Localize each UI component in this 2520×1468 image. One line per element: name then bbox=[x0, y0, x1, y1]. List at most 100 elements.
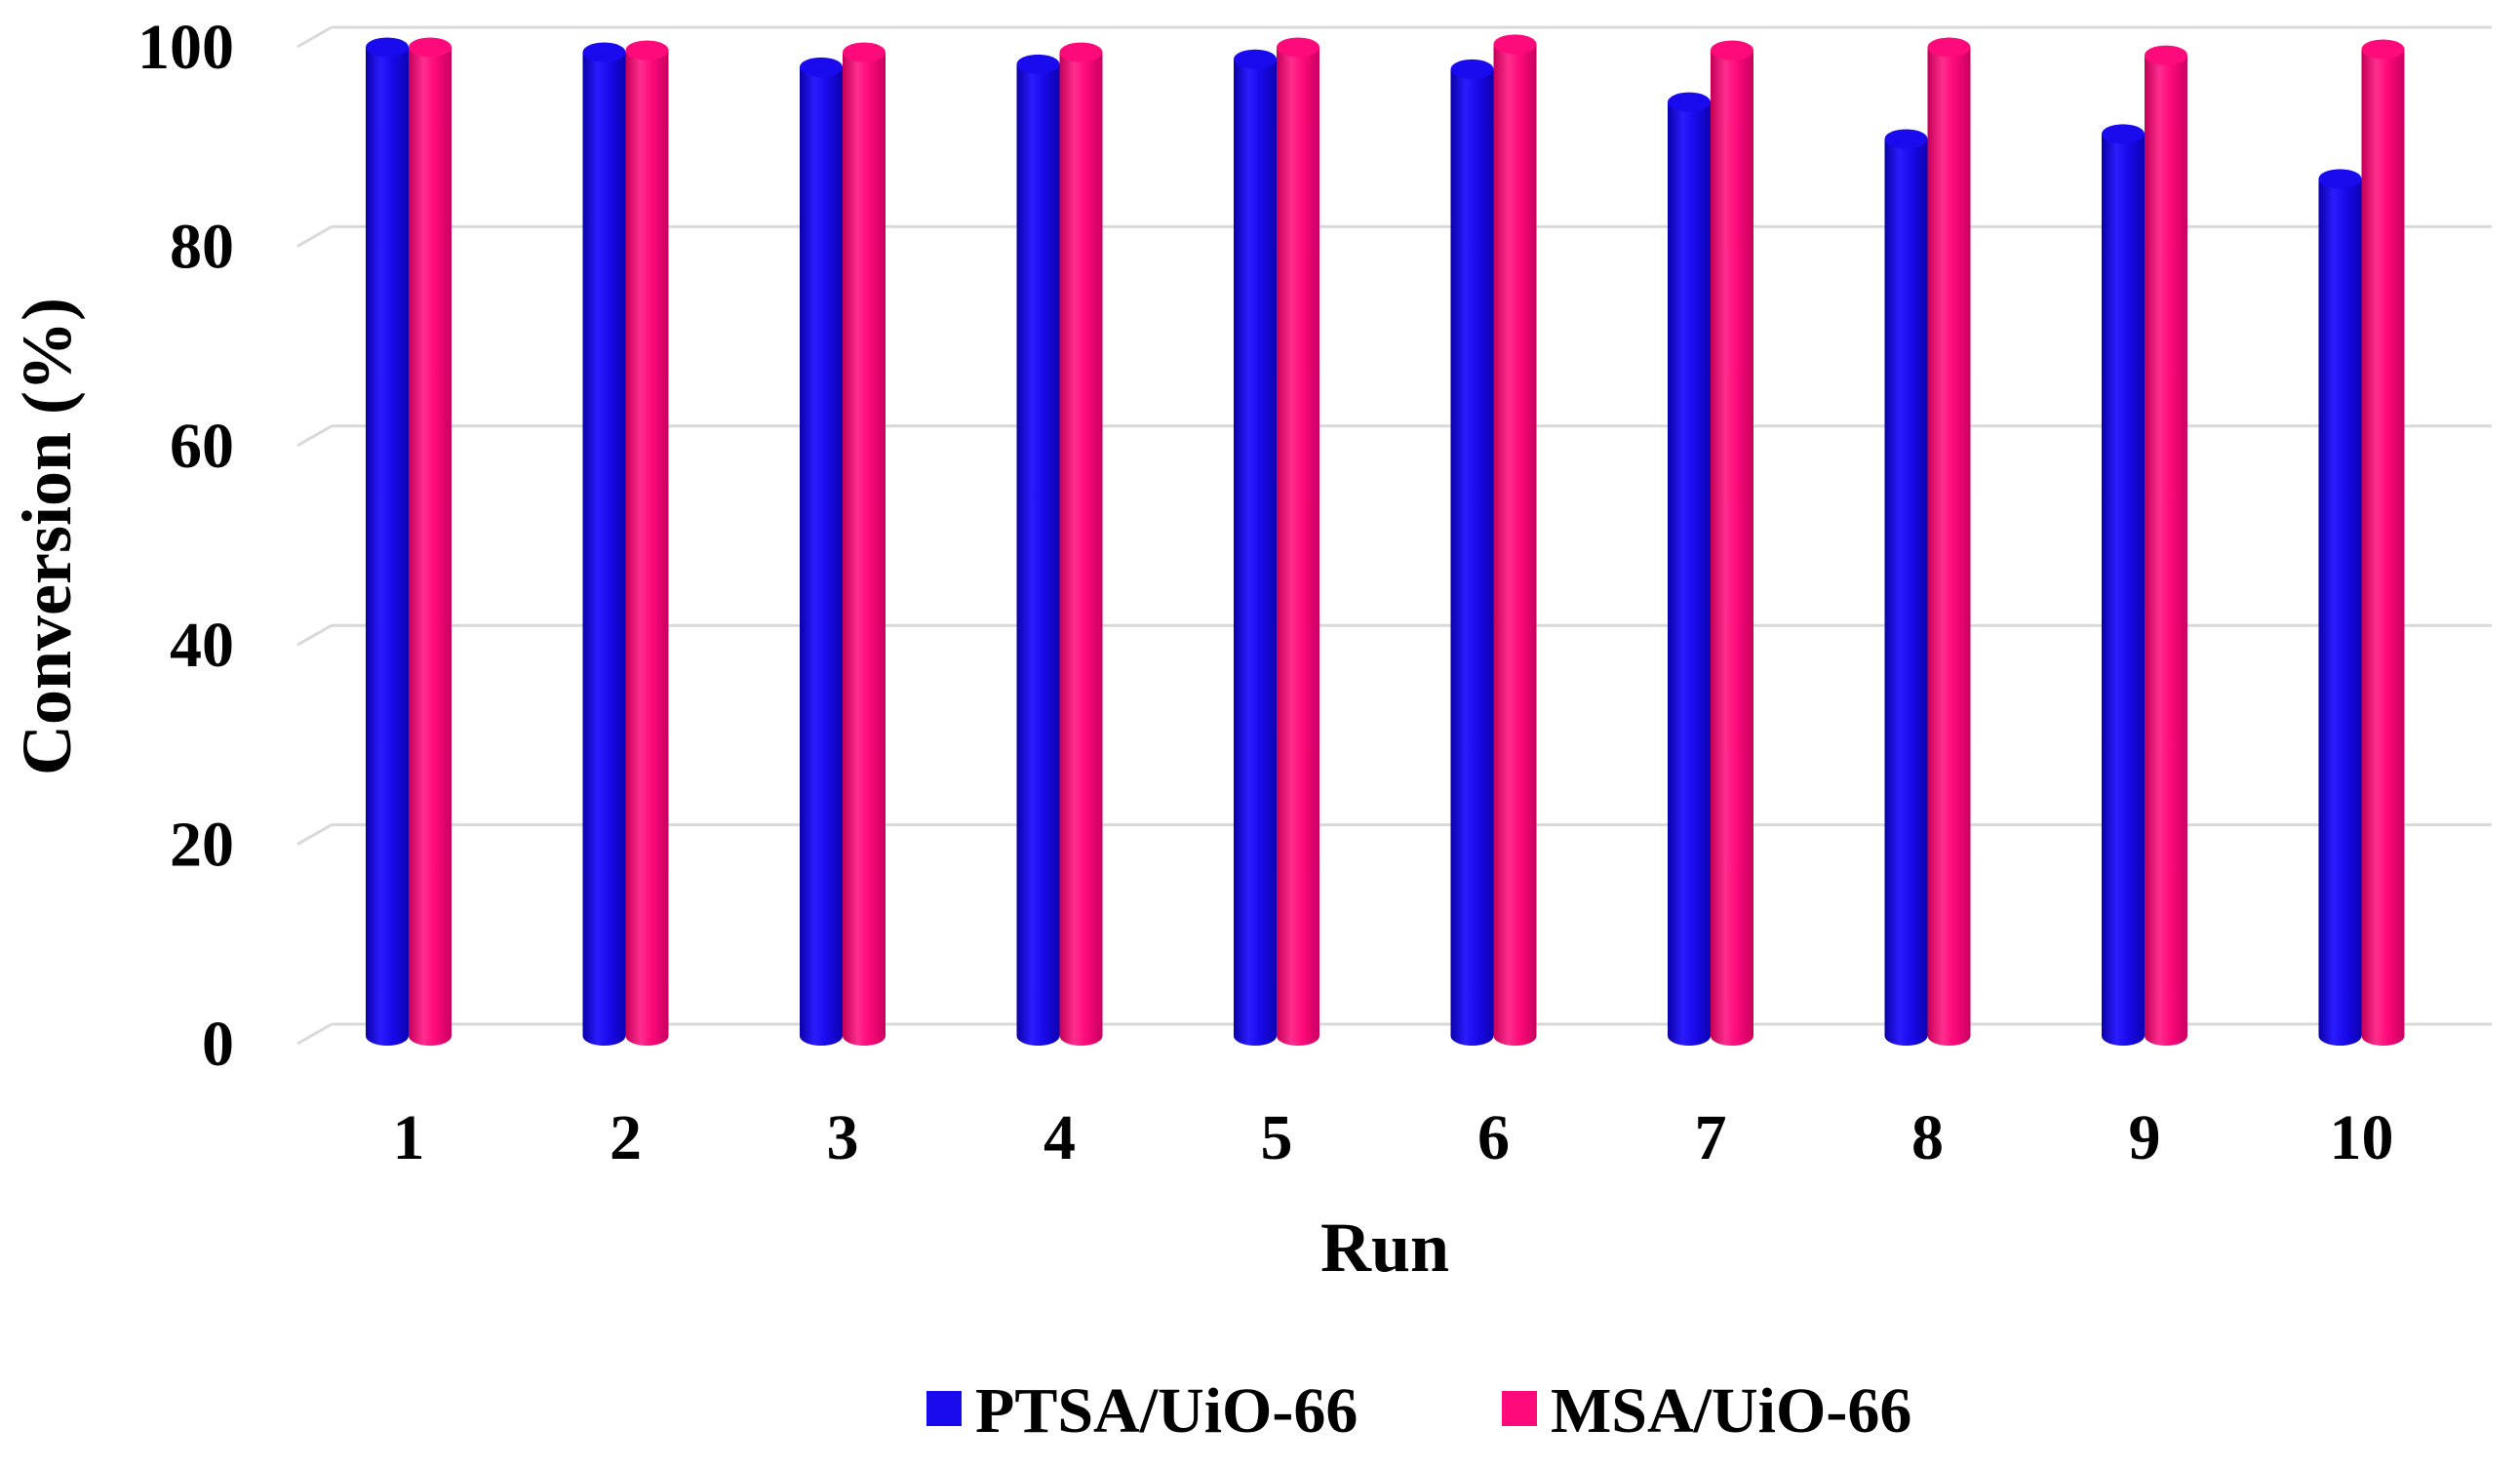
legend-swatch bbox=[926, 1391, 962, 1426]
legend-swatch bbox=[1502, 1391, 1537, 1426]
bar-body bbox=[1277, 47, 1319, 1036]
x-tick-label: 5 bbox=[1261, 1102, 1293, 1173]
y-tick-label: 0 bbox=[202, 1009, 234, 1080]
bar-base bbox=[800, 1026, 843, 1046]
bar-body bbox=[409, 47, 452, 1036]
bar-top bbox=[2102, 124, 2145, 144]
bars bbox=[366, 34, 2405, 1046]
bar-top bbox=[2145, 45, 2187, 65]
bar-top bbox=[1016, 54, 1060, 74]
bar-body bbox=[843, 52, 886, 1037]
x-tick-label: 8 bbox=[1911, 1102, 1944, 1173]
bar-top bbox=[1277, 37, 1319, 58]
bar-base bbox=[843, 1026, 886, 1046]
bar-top bbox=[1234, 49, 1277, 69]
bar-body bbox=[1234, 59, 1277, 1037]
bar bbox=[1884, 129, 1928, 1046]
y-axis-title: Conversion (%) bbox=[8, 298, 86, 775]
y-tick-label: 100 bbox=[138, 12, 234, 83]
bar-body bbox=[2145, 55, 2187, 1036]
x-tick-label: 3 bbox=[827, 1102, 859, 1173]
bar-body bbox=[1059, 52, 1103, 1037]
gridline-diag bbox=[296, 823, 333, 846]
bar bbox=[1927, 37, 1971, 1046]
legend-label: MSA/UiO-66 bbox=[1551, 1375, 1911, 1447]
bar-body bbox=[800, 66, 843, 1036]
bar-top bbox=[625, 40, 669, 60]
bar-top bbox=[1493, 34, 1537, 55]
bar-base bbox=[1016, 1026, 1060, 1046]
bar-base bbox=[366, 1026, 409, 1046]
bar-base bbox=[625, 1026, 669, 1046]
bar bbox=[582, 42, 626, 1046]
legend-item: PTSA/UiO-66 bbox=[926, 1375, 1358, 1447]
bar-body bbox=[2318, 179, 2362, 1036]
bar-body bbox=[1884, 139, 1928, 1037]
bar bbox=[409, 37, 452, 1046]
bar-body bbox=[2102, 134, 2145, 1036]
bar-base bbox=[582, 1026, 626, 1046]
bar bbox=[1668, 92, 1711, 1046]
bar-top bbox=[409, 37, 452, 58]
bar-top bbox=[1450, 59, 1494, 79]
bar-base bbox=[1277, 1026, 1319, 1046]
gridline-diag bbox=[296, 225, 333, 248]
legend-label: PTSA/UiO-66 bbox=[975, 1375, 1358, 1447]
y-tick-label: 80 bbox=[170, 211, 234, 282]
x-tick-label: 7 bbox=[1695, 1102, 1727, 1173]
bar bbox=[2102, 124, 2145, 1046]
bar-top bbox=[1668, 92, 1711, 112]
bar bbox=[1450, 59, 1494, 1046]
y-tick-label: 20 bbox=[170, 810, 234, 881]
bar bbox=[1277, 37, 1319, 1046]
bar-top bbox=[800, 57, 843, 77]
bar-body bbox=[1668, 101, 1711, 1036]
bar-body bbox=[1711, 50, 1753, 1037]
bar bbox=[2361, 39, 2405, 1046]
x-axis-ticks: 1 2 3 4 5 6 7 8 9 10 bbox=[393, 1102, 2394, 1173]
x-tick-label: 1 bbox=[393, 1102, 425, 1173]
bar bbox=[843, 42, 886, 1046]
y-axis-ticks: 0 20 40 60 80 100 bbox=[138, 12, 234, 1080]
x-axis-title: Run bbox=[1320, 1209, 1449, 1287]
legend-item: MSA/UiO-66 bbox=[1502, 1375, 1911, 1447]
x-tick-label: 6 bbox=[1477, 1102, 1510, 1173]
x-tick-label: 9 bbox=[2129, 1102, 2161, 1173]
x-tick-label: 4 bbox=[1043, 1102, 1076, 1173]
bar-base bbox=[2102, 1026, 2145, 1046]
bar bbox=[2318, 169, 2362, 1046]
bar-top bbox=[1927, 37, 1971, 58]
bar-body bbox=[582, 52, 626, 1037]
bar-base bbox=[1059, 1026, 1103, 1046]
y-tick-label: 40 bbox=[170, 610, 234, 681]
gridline-diag bbox=[296, 1022, 333, 1046]
bar-top bbox=[1059, 42, 1103, 62]
bar-base bbox=[1450, 1026, 1494, 1046]
gridline-diag bbox=[296, 424, 333, 448]
y-tick-label: 60 bbox=[170, 411, 234, 482]
bar-body bbox=[1927, 47, 1971, 1036]
bar bbox=[1711, 40, 1753, 1046]
bar-base bbox=[2361, 1026, 2405, 1046]
bar-body bbox=[625, 50, 669, 1037]
bar-base bbox=[2318, 1026, 2362, 1046]
bar-body bbox=[1493, 44, 1537, 1036]
bar-body bbox=[366, 47, 409, 1036]
x-tick-label: 10 bbox=[2330, 1102, 2394, 1173]
x-tick-label: 2 bbox=[610, 1102, 642, 1173]
bar-top bbox=[1884, 129, 1928, 149]
bar-body bbox=[1016, 63, 1060, 1036]
bar bbox=[1493, 34, 1537, 1046]
bar bbox=[1234, 49, 1277, 1046]
bar-base bbox=[409, 1026, 452, 1046]
gridline-diag bbox=[296, 25, 333, 49]
bar-body bbox=[2361, 49, 2405, 1036]
bar bbox=[625, 40, 669, 1046]
gridline-diag bbox=[296, 623, 333, 647]
bar-base bbox=[1711, 1026, 1753, 1046]
bar-top bbox=[582, 42, 626, 62]
bar bbox=[1016, 54, 1060, 1046]
bar-base bbox=[1668, 1026, 1711, 1046]
